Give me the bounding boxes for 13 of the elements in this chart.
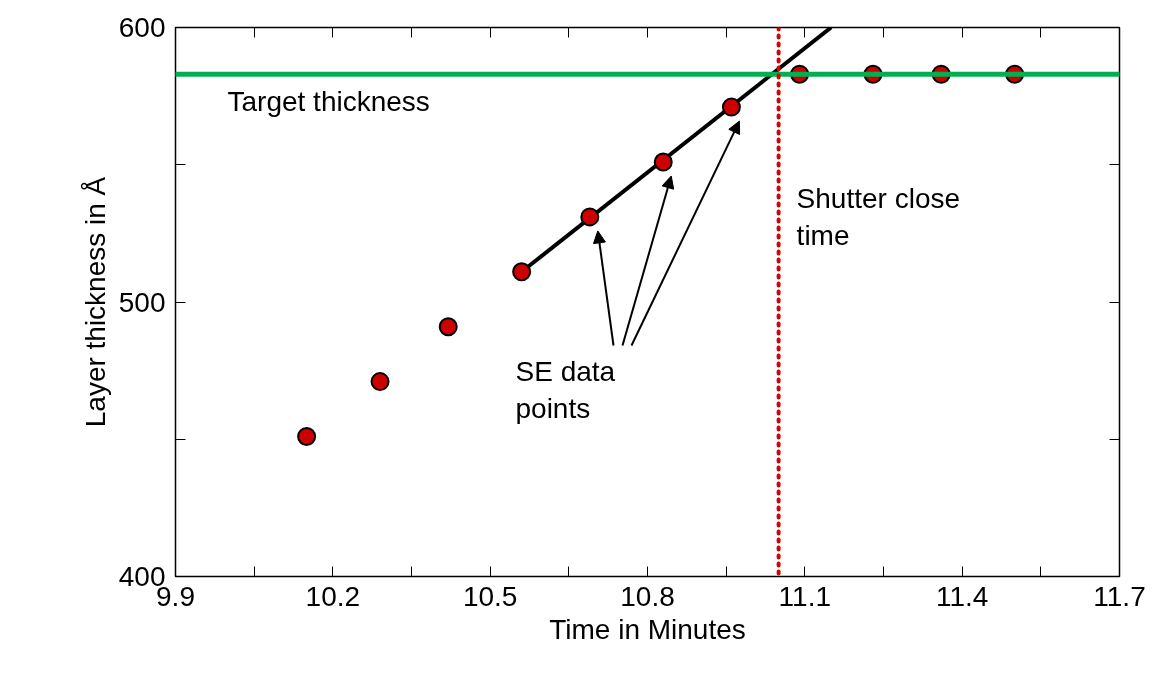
ref-line-label: Target thickness [227,86,430,118]
x-axis-title: Time in Minutes [549,613,746,645]
x-tick-label: 10.2 [305,580,361,612]
ref-line-label: Shutter close time [796,182,961,251]
y-tick-label: 600 [118,12,166,43]
x-tick-label: 10.5 [462,580,518,612]
x-tick-label: 10.8 [620,580,675,612]
x-tick-label: 11.4 [935,580,989,612]
y-axis-title: Layer thickness in Å [79,176,111,428]
x-tick-label: 11.7 [1093,580,1146,612]
annotation: SE data points [515,355,616,424]
y-tick-label: 500 [118,286,166,318]
x-tick-label: 11.1 [778,580,832,612]
